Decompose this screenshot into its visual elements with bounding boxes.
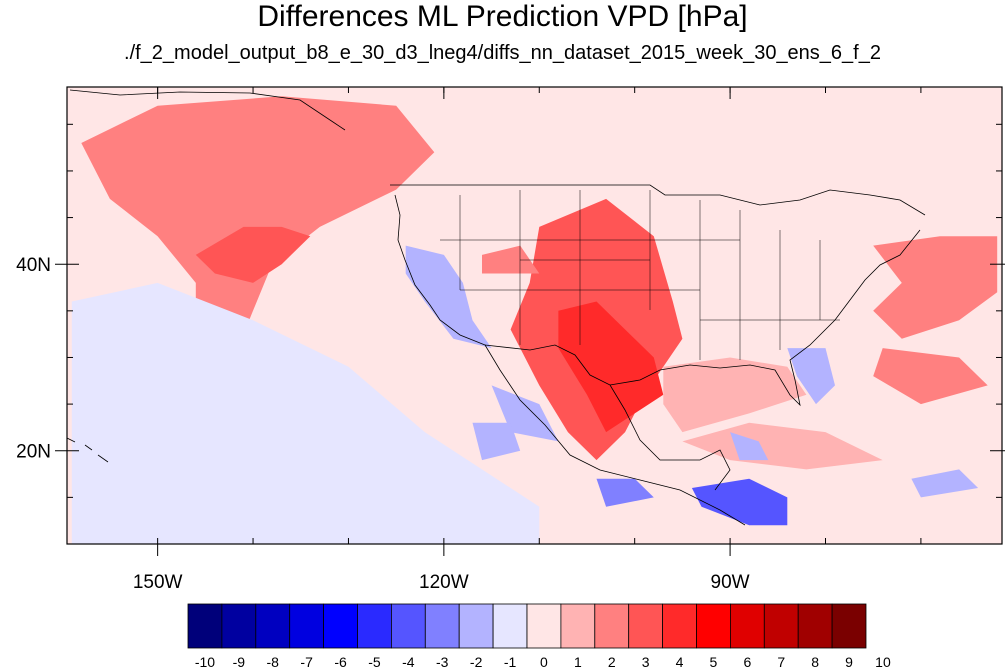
colorbar-swatch-1 (221, 603, 257, 649)
x-tick-label-1: 120W (419, 572, 469, 593)
colorbar-label-17: 7 (777, 654, 785, 670)
colorbar-swatch-0 (187, 603, 223, 649)
colorbar-label-5: -5 (368, 654, 381, 670)
anomaly-region-2 (195, 226, 311, 283)
colorbar-swatch-14 (662, 603, 697, 649)
colorbar-label-16: 6 (743, 654, 751, 670)
colorbar-swatch-12 (594, 603, 630, 649)
colorbar-swatch-5 (357, 603, 392, 649)
anomaly-region-18 (911, 469, 979, 498)
anomaly-region-4 (873, 348, 988, 405)
colorbar-swatch-8 (458, 603, 494, 649)
colorbar-swatch-16 (730, 603, 765, 649)
colorbar-swatch-15 (696, 603, 731, 649)
us-west-coast (394, 194, 486, 346)
colorbar-swatch-4 (323, 603, 358, 649)
colorbar-label-19: 9 (845, 654, 853, 670)
state-lines (440, 190, 840, 360)
colorbar-label-8: -2 (470, 654, 483, 670)
country-borders (67, 89, 926, 526)
colorbar-label-3: -7 (300, 654, 313, 670)
anomaly-region-15 (730, 432, 769, 461)
anomaly-region-14 (596, 478, 654, 507)
colorbar-label-12: 2 (608, 654, 616, 670)
axis-ticks (55, 87, 1005, 556)
colorbar-labels: -10 -9 -8 -7 -6 -5 -4 -3 -2 -1 0 1 2 3 4 5 6 7 8 9 10 (195, 654, 891, 670)
colorbar-label-4: -6 (334, 654, 347, 670)
colorbar-label-15: 5 (710, 654, 718, 670)
colorbar-swatch-3 (289, 603, 325, 649)
colorbar-swatch-9 (492, 603, 528, 649)
map-plot-area: 150W 120W 90W 40N 20N (16, 86, 1005, 593)
axis-tick-labels: 150W 120W 90W 40N 20N (16, 255, 750, 593)
colorbar-swatch-7 (424, 603, 460, 649)
us-canada-border (390, 184, 926, 216)
colorbar-label-20: 10 (875, 654, 891, 670)
anomaly-region-17 (472, 422, 521, 461)
anomaly-region-13 (691, 478, 788, 526)
colorbar-label-14: 4 (676, 654, 684, 670)
colorbar-swatch-10 (526, 603, 562, 649)
us-mexico-border (484, 344, 611, 386)
x-tick-label-0: 150W (133, 572, 183, 593)
colorbar-swatch-18 (797, 603, 833, 649)
colorbar-swatch-17 (763, 603, 799, 649)
y-tick-label-1: 20N (16, 442, 51, 463)
anomaly-region-6 (482, 245, 540, 274)
colorbar-label-13: 3 (642, 654, 650, 670)
colorbar-label-0: -10 (195, 654, 215, 670)
hawaii (67, 437, 109, 463)
colorbar-label-9: -1 (504, 654, 517, 670)
map-frame (66, 86, 1003, 545)
colorbar-label-1: -9 (233, 654, 246, 670)
colorbar-label-7: -3 (436, 654, 449, 670)
anomaly-region-3 (873, 236, 998, 339)
anomaly-region-8 (663, 357, 807, 433)
x-tick-label-2: 90W (711, 572, 750, 593)
colorbar (187, 603, 867, 649)
colorbar-label-6: -4 (402, 654, 415, 670)
anomaly-region-10 (405, 245, 492, 349)
anomaly-region-7 (558, 301, 664, 433)
colorbar-label-18: 8 (811, 654, 819, 670)
anomaly-regions (71, 96, 998, 544)
colorbar-label-11: 1 (574, 654, 582, 670)
chart-subtitle: ./f_2_model_output_b8_e_30_d3_lneg4/diff… (124, 42, 881, 64)
gulf-coast (609, 229, 921, 407)
colorbar-label-2: -8 (267, 654, 280, 670)
alaska-coast (69, 89, 346, 131)
anomaly-region-16 (71, 282, 540, 544)
colorbar-label-10: 0 (540, 654, 548, 670)
anomaly-region-11 (787, 348, 835, 405)
colorbar-swatch-19 (831, 603, 867, 649)
chart-title: Differences ML Prediction VPD [hPa] (257, 0, 748, 33)
colorbar-swatch-13 (628, 603, 664, 649)
colorbar-swatch-2 (255, 603, 291, 649)
colorbar-swatch-6 (390, 603, 426, 649)
anomaly-region-12 (491, 385, 559, 442)
mexico-gulf-coast (609, 384, 731, 491)
mexico-coast (484, 344, 746, 526)
colorbar-swatch-11 (560, 603, 596, 649)
y-tick-label-0: 40N (16, 255, 51, 276)
